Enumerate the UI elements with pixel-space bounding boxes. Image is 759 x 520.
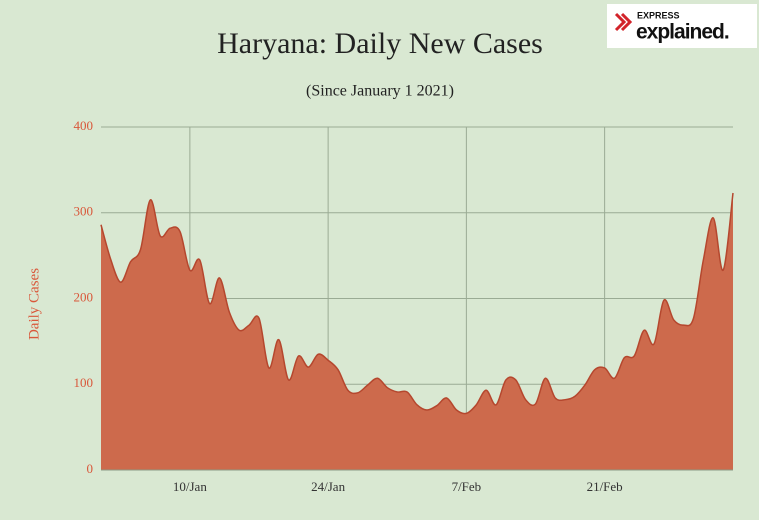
x-tick-label: 7/Feb	[452, 479, 482, 494]
y-tick-label: 0	[87, 461, 94, 476]
x-tick-label: 21/Feb	[587, 479, 623, 494]
y-tick-label: 300	[74, 204, 94, 219]
chart-title: Haryana: Daily New Cases	[217, 27, 543, 60]
x-tick-label: 24/Jan	[311, 479, 345, 494]
logo: EXPRESS explained.	[607, 4, 757, 48]
logo-box	[607, 4, 757, 48]
y-tick-label: 200	[74, 289, 94, 304]
y-axis-label: Daily Cases	[26, 268, 42, 340]
area-line	[100, 192, 734, 415]
logo-icon	[614, 12, 633, 32]
logo-brand: EXPRESS	[637, 10, 680, 20]
y-tick-label: 100	[74, 375, 94, 390]
logo-name: explained.	[636, 21, 729, 44]
area	[101, 193, 733, 470]
y-tick-label: 400	[74, 118, 94, 133]
x-tick-label: 10/Jan	[173, 479, 207, 494]
chart-subtitle: (Since January 1 2021)	[306, 83, 454, 100]
